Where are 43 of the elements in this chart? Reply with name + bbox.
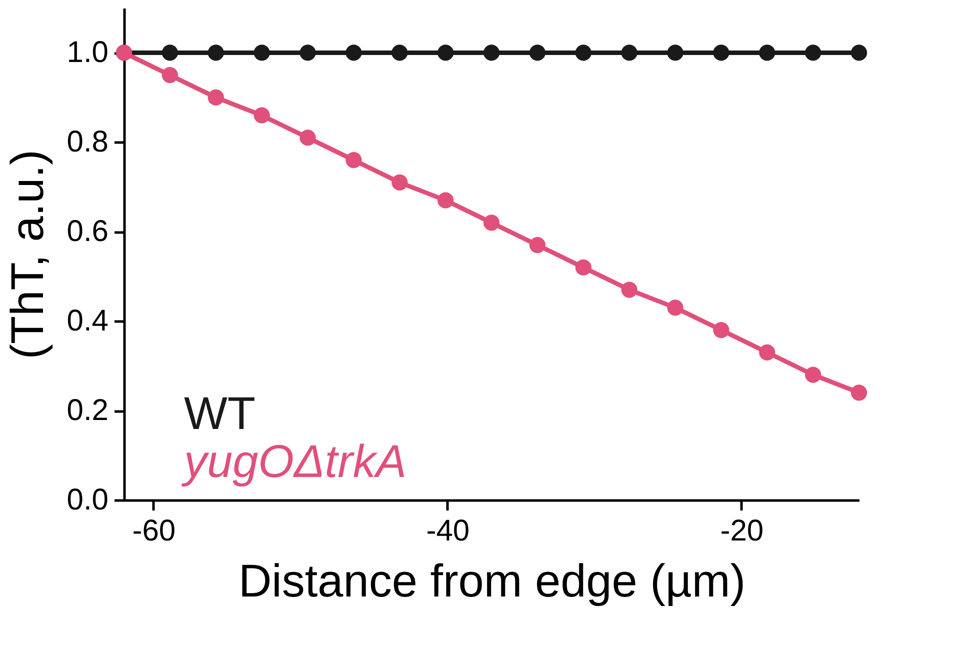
point [208, 44, 224, 61]
point [483, 44, 500, 61]
point [162, 67, 178, 84]
point [208, 89, 224, 106]
y-tick-label: 0.4 [66, 304, 108, 338]
point [346, 152, 362, 168]
point [438, 44, 454, 61]
point [529, 44, 546, 61]
point [759, 344, 776, 360]
x-axis-title: Distance from edge (µm) [238, 554, 746, 606]
point [162, 44, 178, 61]
y-tick-label: 0.0 [66, 484, 108, 516]
point [300, 44, 316, 61]
x-tick-label: -20 [720, 514, 764, 548]
point [575, 44, 592, 61]
point [667, 300, 684, 316]
point [713, 44, 730, 61]
point [667, 44, 684, 61]
point [300, 130, 316, 146]
point [850, 44, 868, 61]
y-tick-label: 1.0 [66, 36, 108, 70]
point [254, 107, 270, 124]
point [621, 282, 638, 298]
y-tick-label: 0.6 [66, 215, 108, 248]
x-tick-label: -60 [132, 514, 176, 548]
x-tick-label: -40 [426, 514, 470, 548]
point [392, 44, 408, 61]
point [254, 44, 270, 61]
point [805, 44, 822, 61]
point [713, 322, 730, 338]
y-tick-label: 0.8 [66, 126, 108, 159]
point [621, 44, 638, 61]
point [759, 44, 776, 61]
point [483, 214, 500, 231]
point [346, 44, 362, 61]
point [438, 192, 454, 208]
point [575, 259, 592, 276]
y-tick-label: 0.2 [66, 394, 108, 428]
point [392, 174, 408, 190]
point [805, 366, 822, 383]
point [850, 384, 868, 401]
point [529, 237, 546, 254]
y-axis-title: (ThT, a.u.) [0, 150, 53, 360]
